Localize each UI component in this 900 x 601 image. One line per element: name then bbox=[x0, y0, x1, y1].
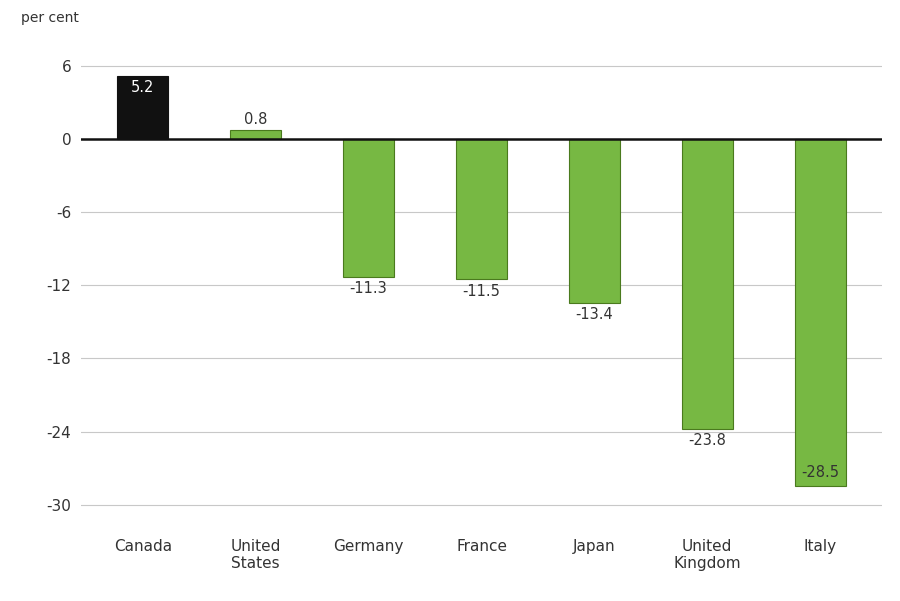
Text: -23.8: -23.8 bbox=[688, 433, 726, 448]
Bar bbox=[682, 139, 733, 429]
Bar bbox=[569, 139, 620, 302]
Text: -11.3: -11.3 bbox=[350, 281, 388, 296]
Text: 0.8: 0.8 bbox=[244, 112, 267, 127]
Text: per cent: per cent bbox=[21, 11, 79, 25]
Bar bbox=[343, 139, 394, 277]
Text: 5.2: 5.2 bbox=[131, 81, 155, 96]
Text: -13.4: -13.4 bbox=[575, 307, 613, 322]
Text: -28.5: -28.5 bbox=[801, 465, 839, 480]
Text: -11.5: -11.5 bbox=[463, 284, 500, 299]
Bar bbox=[795, 139, 846, 486]
Bar bbox=[456, 139, 507, 279]
Bar bbox=[117, 76, 168, 139]
Bar bbox=[230, 130, 281, 139]
